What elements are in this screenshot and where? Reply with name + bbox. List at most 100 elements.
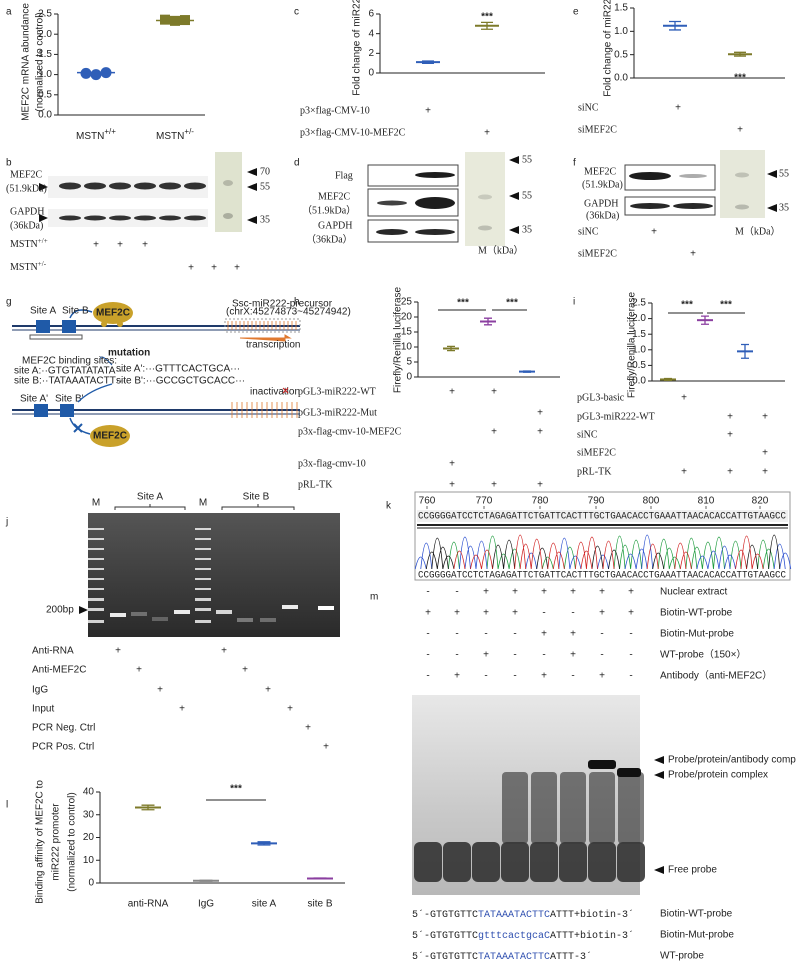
y-tick-label: 1.5 — [38, 49, 52, 60]
panel-letter: d — [294, 158, 300, 169]
y-tick-label: 10 — [401, 342, 413, 353]
condition-mark: + — [737, 125, 743, 136]
x-tick-label: MSTN+/- — [156, 127, 194, 142]
arrow — [239, 334, 292, 342]
y-tick-label: 1.0 — [38, 69, 52, 80]
condition-label: IgG — [32, 685, 48, 696]
blot-band — [679, 174, 707, 178]
y-tick-label: 30 — [83, 809, 95, 820]
ladder-band — [195, 558, 211, 560]
shape — [88, 513, 340, 637]
y-tick-label: 2.0 — [632, 313, 646, 324]
blot-band — [184, 215, 206, 221]
label: 790 — [588, 496, 605, 507]
label: M — [92, 498, 100, 509]
condition-mark: + — [323, 742, 329, 753]
label: 780 — [532, 496, 549, 507]
condition-label: siNC — [577, 429, 598, 440]
condition-mark: + — [449, 387, 455, 398]
y-axis-label: Fold change of miR222 — [352, 0, 363, 96]
ladder-band — [195, 578, 211, 580]
label: 55 — [260, 181, 270, 192]
shape — [224, 318, 301, 333]
condition-label: PCR Neg. Ctrl — [32, 723, 95, 734]
significance: *** — [720, 300, 732, 311]
condition-label: Anti-MEF2C — [32, 665, 86, 676]
condition-label: Nuclear extract — [660, 587, 727, 598]
shape — [215, 152, 242, 232]
gel-band — [110, 613, 126, 617]
condition-mark: + — [512, 608, 518, 619]
condition-label: pGL3-miR222-WT — [577, 411, 655, 422]
condition-mark: + — [449, 480, 455, 491]
label: （51.9kDa） — [302, 204, 356, 216]
label: site B':···GCCGCTGCACC··· — [116, 376, 245, 387]
y-axis-label: Fold change of miR222 — [603, 0, 614, 97]
arrow — [654, 866, 664, 874]
label: M（kDa） — [478, 244, 524, 256]
condition-mark: + — [287, 704, 293, 715]
y-tick-label: 0.0 — [632, 376, 646, 387]
shape — [465, 152, 505, 246]
text-part: ATTT+biotin-3´ — [550, 908, 634, 921]
shape — [367, 164, 459, 187]
trace — [425, 534, 781, 570]
probe-sequence: 5´-GTGTGTTCgtttcactgcaCATTT+biotin-3´ — [412, 929, 634, 942]
label: M — [199, 498, 207, 509]
label: 800 — [643, 496, 660, 507]
label: Site A' — [20, 394, 48, 405]
label: Site A — [137, 492, 163, 503]
condition-mark: - — [426, 671, 429, 682]
condition-mark: + — [762, 412, 768, 423]
label: inactivation — [250, 387, 300, 398]
ladder-band — [88, 538, 104, 540]
ladder-band — [88, 528, 104, 530]
label: (chrX:45274873~45274942) — [226, 307, 351, 318]
condition-label: siNC — [578, 226, 599, 237]
bracket — [221, 504, 295, 510]
condition-mark: - — [426, 629, 429, 640]
arrow — [654, 756, 664, 764]
y-axis-label: (normalized to control) — [35, 12, 46, 111]
shape — [36, 320, 50, 333]
arrow — [99, 356, 113, 366]
y-tick-label: 1.5 — [632, 329, 646, 340]
condition-mark: - — [600, 650, 603, 661]
shape — [417, 510, 788, 522]
gel-band — [152, 617, 168, 621]
condition-mark: + — [512, 587, 518, 598]
condition-label: PCR Pos. Ctrl — [32, 742, 94, 753]
condition-label: Antibody（anti-MEF2C） — [660, 670, 772, 682]
significance: *** — [457, 298, 469, 309]
condition-mark: + — [570, 587, 576, 598]
ladder-band — [88, 568, 104, 570]
condition-mark: + — [541, 587, 547, 598]
condition-mark: + — [599, 608, 605, 619]
blot-band — [59, 215, 81, 221]
condition-label: MSTN+/+ — [10, 237, 48, 251]
arrow — [39, 214, 48, 222]
condition-mark: + — [628, 587, 634, 598]
condition-mark: + — [570, 629, 576, 640]
condition-mark: + — [681, 393, 687, 404]
panel-letter: e — [573, 7, 579, 18]
label: 770 — [476, 496, 493, 507]
x-tick-label: site B — [307, 899, 332, 910]
condition-label: WT-probe（150×） — [660, 649, 746, 661]
gel-band — [216, 610, 232, 614]
arrow — [39, 183, 48, 191]
y-tick-label: 0.0 — [614, 73, 628, 84]
point — [80, 67, 92, 79]
blot-band — [415, 197, 455, 209]
text-part: MSTN — [10, 262, 38, 273]
condition-mark: - — [426, 650, 429, 661]
condition-mark: + — [142, 240, 148, 251]
gel-band — [617, 842, 645, 882]
condition-mark: + — [425, 608, 431, 619]
condition-mark: + — [491, 427, 497, 438]
shape — [720, 150, 765, 218]
label: MEF2C — [96, 308, 130, 319]
blot-band — [377, 200, 407, 206]
gel-band — [588, 760, 616, 769]
gel-band — [174, 610, 190, 614]
